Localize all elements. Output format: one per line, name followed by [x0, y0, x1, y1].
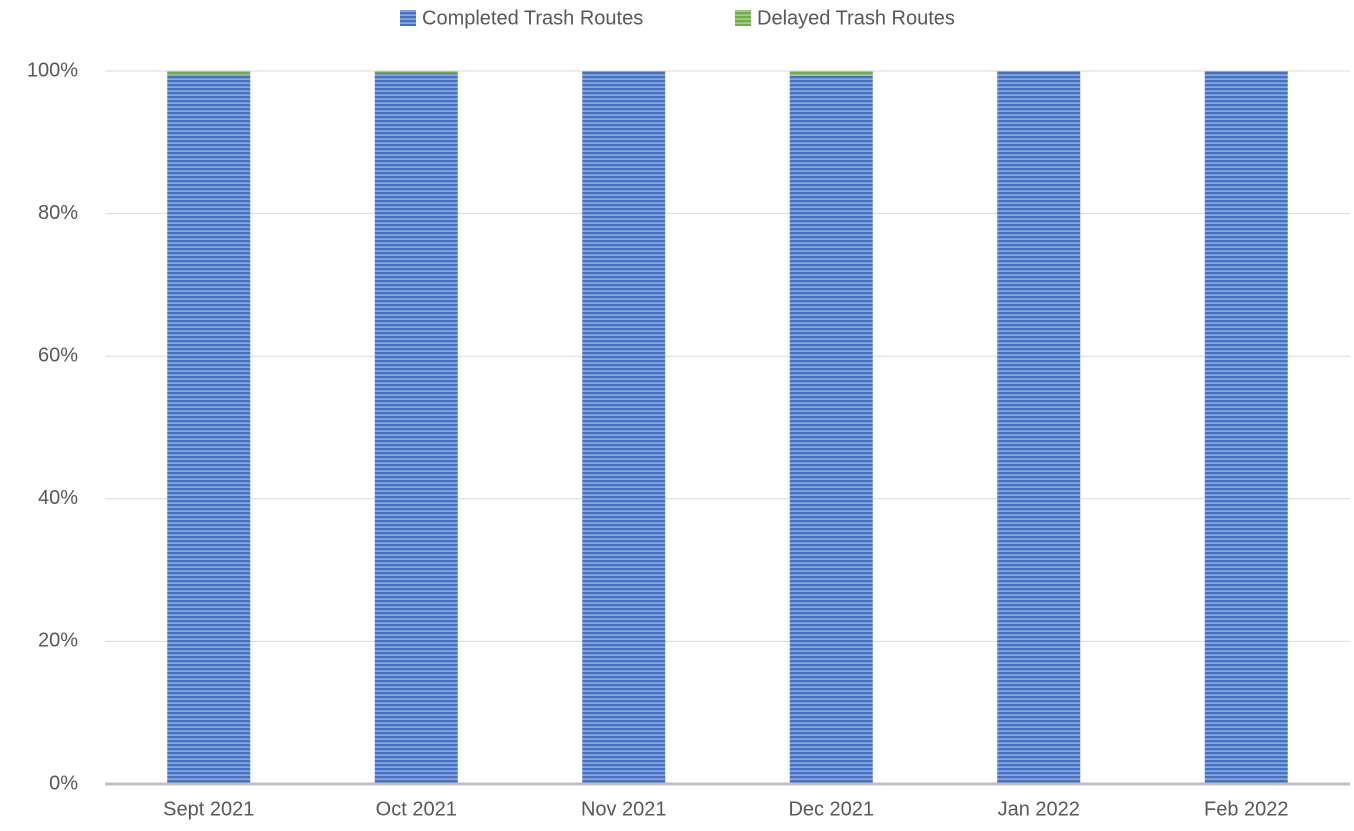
bar-segment — [1204, 71, 1288, 784]
y-tick-label: 20% — [38, 630, 78, 652]
y-tick-label: 80% — [38, 202, 78, 224]
x-tick-label: Nov 2021 — [581, 798, 667, 820]
legend-label: Delayed Trash Routes — [757, 7, 955, 29]
x-tick-label: Jan 2022 — [998, 798, 1080, 820]
bar-segment — [167, 71, 251, 75]
y-tick-label: 0% — [49, 772, 78, 794]
bar-segment — [374, 71, 458, 74]
x-tick-label: Sept 2021 — [163, 798, 254, 820]
x-tick-label: Feb 2022 — [1204, 798, 1289, 820]
y-tick-label: 60% — [38, 344, 78, 366]
bar-segment — [789, 71, 873, 76]
legend-label: Completed Trash Routes — [422, 7, 643, 29]
bar-segment — [997, 71, 1081, 784]
bar-segment — [789, 75, 873, 785]
legend-swatch — [400, 10, 416, 26]
bar-segment — [167, 74, 251, 784]
bar-segment — [582, 71, 666, 784]
legend-swatch — [735, 10, 751, 26]
y-tick-label: 100% — [27, 59, 78, 81]
bar-segment — [374, 73, 458, 785]
x-tick-label: Oct 2021 — [376, 798, 457, 820]
y-tick-label: 40% — [38, 487, 78, 509]
x-tick-label: Dec 2021 — [788, 798, 874, 820]
